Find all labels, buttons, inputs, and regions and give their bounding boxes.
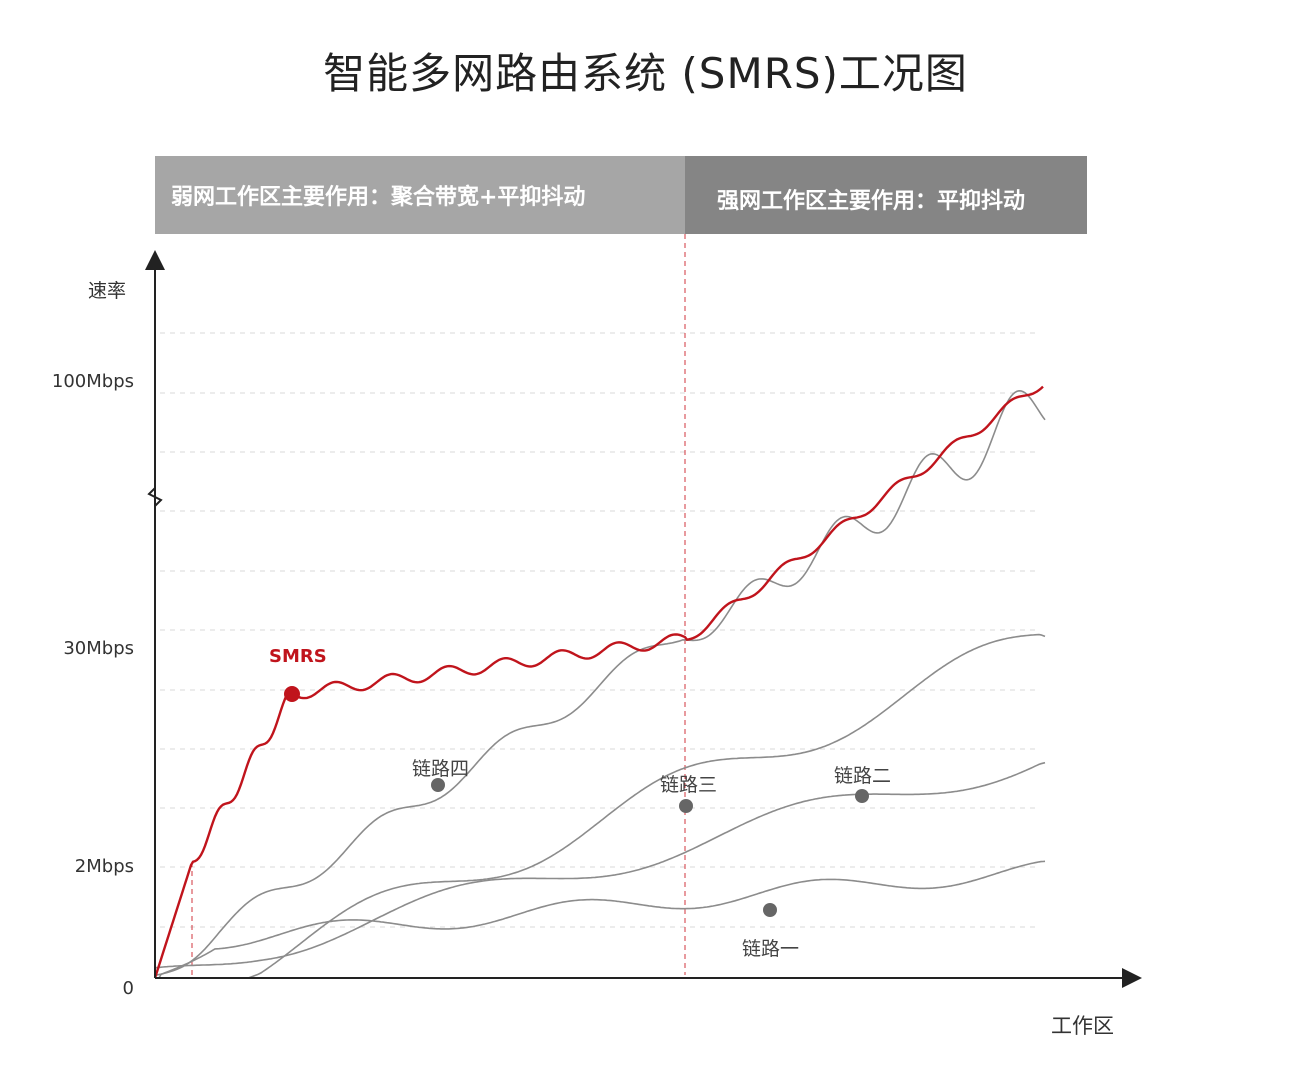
x-axis-arrow xyxy=(1122,968,1142,988)
series-label-link2: 链路二 xyxy=(834,765,892,787)
y-tick-2mbps: 2Mbps xyxy=(74,856,134,877)
series-label-link4: 链路四 xyxy=(412,758,470,780)
y-axis-label: 速率 xyxy=(88,280,127,302)
line-link4 xyxy=(154,389,1046,977)
line-link3 xyxy=(155,633,1046,979)
axes xyxy=(145,250,1142,988)
marker-link4 xyxy=(431,778,445,792)
y-tick-100mbps: 100Mbps xyxy=(51,371,134,392)
line-link2 xyxy=(154,761,1046,969)
strong-zone-banner: 强网工作区主要作用：平抑抖动 xyxy=(685,156,1087,234)
y-tick-0: 0 xyxy=(122,978,134,999)
series-label-smrs: SMRS xyxy=(269,646,327,667)
weak-zone-banner: 弱网工作区主要作用：聚合带宽+平抑抖动 xyxy=(155,156,685,234)
series-lines xyxy=(153,385,1046,979)
strong-zone-text: 强网工作区主要作用：平抑抖动 xyxy=(717,189,1026,214)
marker-link3 xyxy=(679,799,693,813)
marker-link1 xyxy=(763,903,777,917)
series-markers xyxy=(284,686,869,917)
marker-link2 xyxy=(855,789,869,803)
y-tick-30mbps: 30Mbps xyxy=(63,638,134,659)
chart-title: 智能多网路由系统 (SMRS)工况图 xyxy=(323,49,968,98)
series-label-link3: 链路三 xyxy=(660,774,718,796)
x-axis-label: 工作区 xyxy=(1051,1014,1114,1038)
y-axis xyxy=(147,268,163,978)
weak-zone-text: 弱网工作区主要作用：聚合带宽+平抑抖动 xyxy=(171,185,586,210)
marker-smrs xyxy=(284,686,300,702)
line-link1 xyxy=(155,860,1046,979)
series-label-link1: 链路一 xyxy=(742,938,800,960)
y-axis-arrow xyxy=(145,250,165,270)
gridlines xyxy=(160,234,1040,978)
line-smrs xyxy=(153,385,1044,979)
